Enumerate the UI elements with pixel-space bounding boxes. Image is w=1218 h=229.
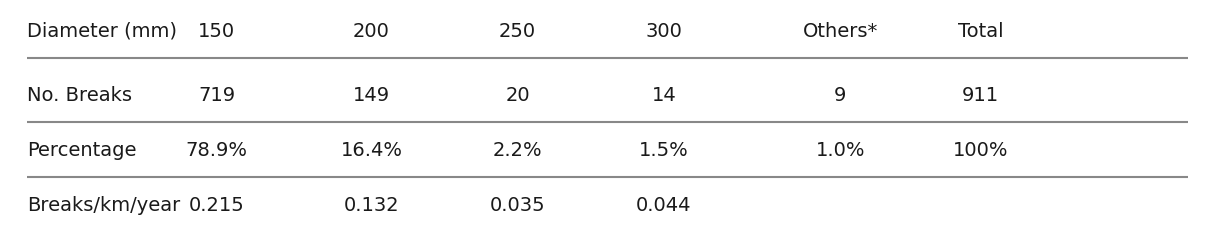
Text: 149: 149	[353, 86, 390, 104]
Text: 0.132: 0.132	[343, 196, 400, 214]
Text: 2.2%: 2.2%	[493, 141, 542, 159]
Text: 250: 250	[499, 22, 536, 40]
Text: 719: 719	[199, 86, 235, 104]
Text: 100%: 100%	[952, 141, 1009, 159]
Text: 16.4%: 16.4%	[341, 141, 402, 159]
Text: 0.035: 0.035	[490, 196, 546, 214]
Text: Breaks/km/year: Breaks/km/year	[27, 196, 180, 214]
Text: Others*: Others*	[803, 22, 878, 40]
Text: 0.044: 0.044	[636, 196, 692, 214]
Text: 150: 150	[199, 22, 235, 40]
Text: 911: 911	[962, 86, 999, 104]
Text: 20: 20	[505, 86, 530, 104]
Text: No. Breaks: No. Breaks	[27, 86, 132, 104]
Text: 0.215: 0.215	[189, 196, 245, 214]
Text: 1.0%: 1.0%	[816, 141, 865, 159]
Text: 200: 200	[353, 22, 390, 40]
Text: 14: 14	[652, 86, 676, 104]
Text: 300: 300	[646, 22, 682, 40]
Text: 1.5%: 1.5%	[639, 141, 688, 159]
Text: 9: 9	[834, 86, 847, 104]
Text: Percentage: Percentage	[27, 141, 136, 159]
Text: 78.9%: 78.9%	[186, 141, 247, 159]
Text: Total: Total	[957, 22, 1004, 40]
Text: Diameter (mm): Diameter (mm)	[27, 22, 177, 40]
